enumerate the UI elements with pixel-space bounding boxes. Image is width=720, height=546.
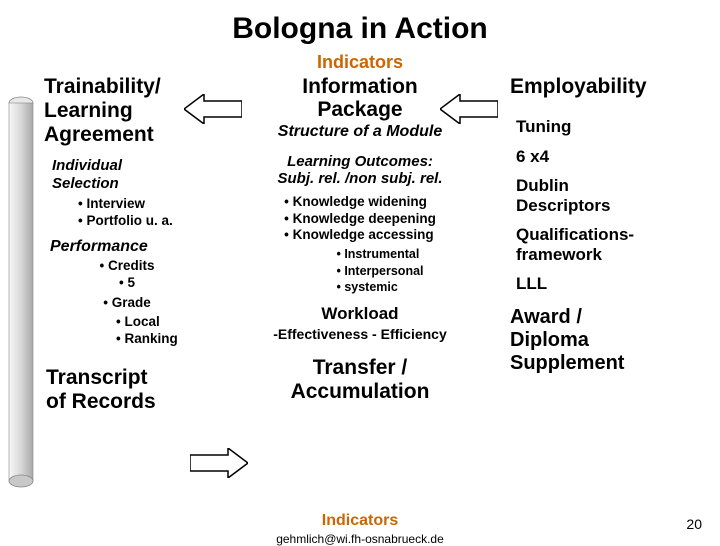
page-number: 20 bbox=[686, 516, 702, 532]
middle-column: Information Package Structure of a Modul… bbox=[220, 75, 500, 414]
employability-heading: Employability bbox=[510, 75, 720, 99]
bullet-interview: • Interview bbox=[78, 196, 220, 213]
bullet-k-deepening: • Knowledge deepening bbox=[284, 211, 436, 228]
footer-indicators: Indicators bbox=[0, 512, 720, 530]
bullet-instrumental: • Instrumental bbox=[336, 246, 423, 262]
footer-email: gehmlich@wi.fh-osnabrueck.de bbox=[0, 532, 720, 546]
arrow-right-bottom bbox=[190, 448, 248, 478]
dublin-descriptors: Dublin Descriptors bbox=[516, 176, 720, 215]
qualifications-framework: Qualifications- framework bbox=[516, 225, 720, 264]
six-x4: 6 x4 bbox=[516, 147, 720, 167]
award-diploma-supplement: Award / Diploma Supplement bbox=[510, 306, 720, 375]
bullet-credits: • Credits bbox=[34, 258, 220, 275]
bullet-local: • Local bbox=[116, 314, 220, 331]
bullet-k-accessing: • Knowledge accessing bbox=[284, 227, 436, 244]
bullet-five: • 5 bbox=[34, 275, 220, 292]
lll: LLL bbox=[516, 274, 720, 294]
arrow-left-1 bbox=[184, 94, 242, 124]
right-column: Employability Tuning 6 x4 Dublin Descrip… bbox=[500, 75, 720, 414]
performance-heading: Performance bbox=[50, 238, 220, 256]
arrow-left-2 bbox=[440, 94, 498, 124]
bullet-k-widening: • Knowledge widening bbox=[284, 194, 436, 211]
individual-selection: Individual Selection bbox=[52, 157, 220, 192]
transfer-accumulation-heading: Transfer / Accumulation bbox=[220, 356, 500, 404]
bullet-interpersonal: • Interpersonal bbox=[336, 263, 423, 279]
bullet-systemic: • systemic bbox=[336, 279, 423, 295]
bullet-portfolio: • Portfolio u. a. bbox=[78, 213, 220, 230]
tuning: Tuning bbox=[516, 117, 720, 137]
bullet-ranking: • Ranking bbox=[116, 331, 220, 348]
transcript-heading: Transcript of Records bbox=[46, 366, 220, 414]
workload-heading: Workload bbox=[220, 304, 500, 324]
page-title: Bologna in Action bbox=[0, 0, 720, 46]
bullet-grade: • Grade bbox=[34, 295, 220, 312]
structure-module: Structure of a Module bbox=[220, 123, 500, 141]
indicators-top-label: Indicators bbox=[0, 52, 720, 73]
vertical-bar-3d bbox=[8, 96, 34, 488]
learning-outcomes: Learning Outcomes: Subj. rel. /non subj.… bbox=[220, 153, 500, 188]
effectiveness-efficiency: -Effectiveness - Efficiency bbox=[220, 326, 500, 342]
